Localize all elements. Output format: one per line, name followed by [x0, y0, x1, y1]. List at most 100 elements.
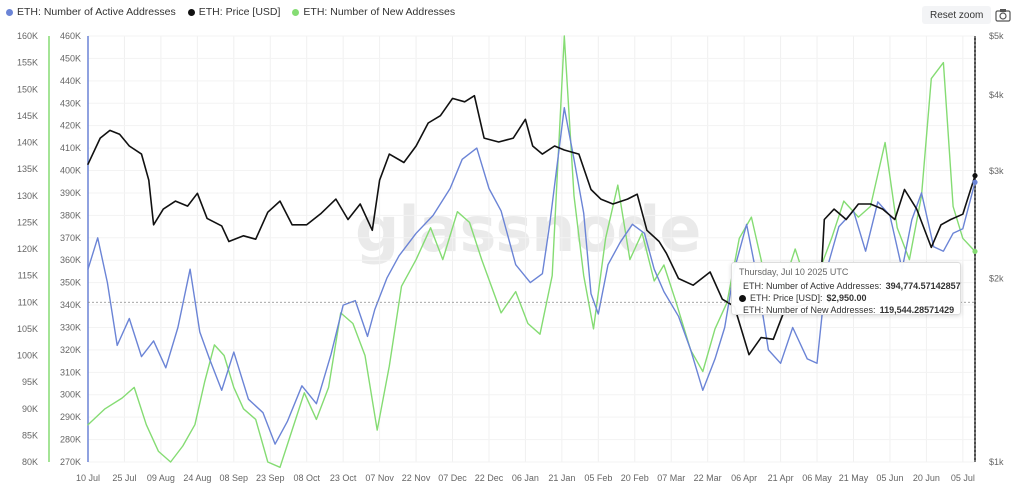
- y-tick-label-active-addresses: 390K: [60, 188, 81, 198]
- tooltip-value-new: 119,544.28571429: [879, 305, 955, 315]
- watermark-logo: glassnode: [355, 193, 701, 266]
- legend-item-price[interactable]: ETH: Price [USD]: [187, 6, 281, 18]
- chart-overlay: [88, 36, 978, 462]
- y-tick-label-active-addresses: 350K: [60, 278, 81, 288]
- x-tick-label: 23 Sep: [256, 473, 285, 483]
- x-tick-label: 06 Apr: [731, 473, 757, 483]
- y-tick-label-new-addresses: 130K: [17, 191, 38, 201]
- y-tick-label-price: $2k: [989, 274, 1004, 284]
- y-tick-label-new-addresses: 125K: [17, 217, 38, 227]
- x-tick-label: 21 Apr: [768, 473, 794, 483]
- y-tick-label-active-addresses: 280K: [60, 435, 81, 445]
- x-tick-label: 24 Aug: [183, 473, 211, 483]
- y-tick-label-price: $5k: [989, 31, 1004, 41]
- y-tick-label-new-addresses: 80K: [22, 457, 38, 467]
- y-tick-label-new-addresses: 105K: [17, 324, 38, 334]
- y-tick-label-new-addresses: 150K: [17, 84, 38, 94]
- x-tick-label: 05 Jul: [951, 473, 975, 483]
- hover-marker-active-addresses: [972, 179, 978, 185]
- x-tick-label: 05 Jun: [876, 473, 903, 483]
- tooltip-value-active: 394,774.57142857: [885, 281, 961, 291]
- legend-item-new-addresses[interactable]: ETH: Number of New Addresses: [292, 6, 455, 18]
- tooltip-row-new: ETH: Number of New Addresses: 119,544.28…: [739, 304, 955, 316]
- x-tick-label: 21 Jan: [548, 473, 575, 483]
- x-tick-label: 07 Mar: [657, 473, 685, 483]
- y-tick-label-active-addresses: 380K: [60, 210, 81, 220]
- chart-axes: 10 Jul 25 Jul 09 Aug 24 Aug 08 Sep 23 Sep 08 O…: [17, 31, 1004, 483]
- tooltip-label-active: ETH: Number of Active Addresses:: [743, 281, 882, 291]
- y-tick-label-active-addresses: 310K: [60, 367, 81, 377]
- x-tick-label: 22 Nov: [402, 473, 431, 483]
- tooltip-marker-price: [739, 294, 746, 302]
- x-tick-label: 07 Nov: [365, 473, 394, 483]
- legend-marker-active-addresses: [6, 8, 13, 16]
- chart-legend: ETH: Number of Active Addresses ETH: Pri…: [6, 4, 455, 20]
- tooltip-row-price: ETH: Price [USD]: $2,950.00: [739, 292, 953, 304]
- x-tick-label: 23 Oct: [330, 473, 357, 483]
- x-tick-label: 06 Jan: [512, 473, 539, 483]
- tooltip-date: Thursday, Jul 10 2025 UTC: [739, 267, 849, 277]
- y-tick-label-active-addresses: 330K: [60, 322, 81, 332]
- y-tick-label-new-addresses: 90K: [22, 404, 38, 414]
- y-tick-label-new-addresses: 160K: [17, 31, 38, 41]
- hover-marker-new-addresses: [972, 248, 978, 255]
- y-tick-label-active-addresses: 370K: [60, 233, 81, 243]
- y-tick-label-active-addresses: 430K: [60, 98, 81, 108]
- y-tick-label-new-addresses: 140K: [17, 138, 38, 148]
- chart-grid: [87, 35, 975, 463]
- hover-marker-price: [972, 173, 978, 179]
- y-tick-label-active-addresses: 290K: [60, 412, 81, 422]
- x-tick-label: 22 Mar: [694, 473, 722, 483]
- y-tick-label-active-addresses: 450K: [60, 53, 81, 63]
- x-tick-label: 07 Dec: [438, 473, 467, 483]
- y-tick-label-new-addresses: 115K: [18, 271, 38, 281]
- chart-series-group: [87, 35, 976, 468]
- tooltip-label-price: ETH: Price [USD]:: [750, 293, 823, 303]
- y-tick-label-price: $4k: [989, 90, 1004, 100]
- y-tick-label-active-addresses: 420K: [60, 121, 81, 131]
- tooltip-label-new: ETH: Number of New Addresses:: [743, 305, 876, 315]
- x-tick-label: 08 Oct: [293, 473, 320, 483]
- series-line-new-addresses: [87, 35, 976, 468]
- y-tick-label-active-addresses: 300K: [60, 390, 81, 400]
- series-line-active-addresses: [87, 106, 976, 445]
- x-tick-label: 05 Feb: [584, 473, 612, 483]
- x-tick-label: 21 May: [839, 473, 869, 483]
- tooltip-row-active: ETH: Number of Active Addresses: 394,774…: [739, 280, 961, 292]
- series-line-price: [87, 94, 976, 356]
- y-tick-label-active-addresses: 410K: [60, 143, 81, 153]
- x-tick-label: 22 Dec: [475, 473, 504, 483]
- x-tick-label: 09 Aug: [147, 473, 175, 483]
- y-tick-label-active-addresses: 360K: [60, 255, 81, 265]
- y-tick-label-active-addresses: 320K: [60, 345, 81, 355]
- legend-marker-price: [187, 8, 195, 16]
- y-tick-label-active-addresses: 400K: [60, 166, 81, 176]
- legend-item-active-addresses[interactable]: ETH: Number of Active Addresses: [6, 6, 176, 18]
- y-tick-label-price: $1k: [989, 457, 1004, 467]
- y-tick-label-new-addresses: 95K: [22, 377, 38, 387]
- legend-label-active-addresses: ETH: Number of Active Addresses: [17, 6, 176, 18]
- legend-label-new-addresses: ETH: Number of New Addresses: [303, 6, 456, 18]
- y-tick-label-active-addresses: 340K: [60, 300, 81, 310]
- chart-tooltip: Thursday, Jul 10 2025 UTC ETH: Number of…: [731, 262, 961, 315]
- legend-label-price: ETH: Price [USD]: [198, 6, 281, 18]
- y-tick-label-active-addresses: 270K: [60, 457, 81, 467]
- y-tick-label-new-addresses: 135K: [17, 164, 38, 174]
- y-tick-label-new-addresses: 120K: [17, 244, 38, 254]
- x-tick-label: 25 Jul: [112, 473, 136, 483]
- x-tick-label: 20 Feb: [621, 473, 649, 483]
- x-tick-label: 10 Jul: [76, 473, 100, 483]
- x-tick-label: 06 May: [802, 473, 832, 483]
- y-tick-label-new-addresses: 85K: [22, 430, 38, 440]
- camera-icon[interactable]: [992, 6, 1014, 24]
- reset-zoom-button[interactable]: Reset zoom: [922, 6, 992, 24]
- x-tick-label: 08 Sep: [220, 473, 249, 483]
- y-tick-label-active-addresses: 460K: [60, 31, 81, 41]
- legend-marker-new-addresses: [292, 8, 300, 16]
- y-tick-label-new-addresses: 110K: [18, 297, 38, 307]
- tooltip-value-price: $2,950.00: [826, 293, 867, 303]
- y-tick-label-price: $3k: [989, 166, 1004, 176]
- y-tick-label-new-addresses: 155K: [17, 58, 38, 68]
- y-tick-label-active-addresses: 440K: [60, 76, 81, 86]
